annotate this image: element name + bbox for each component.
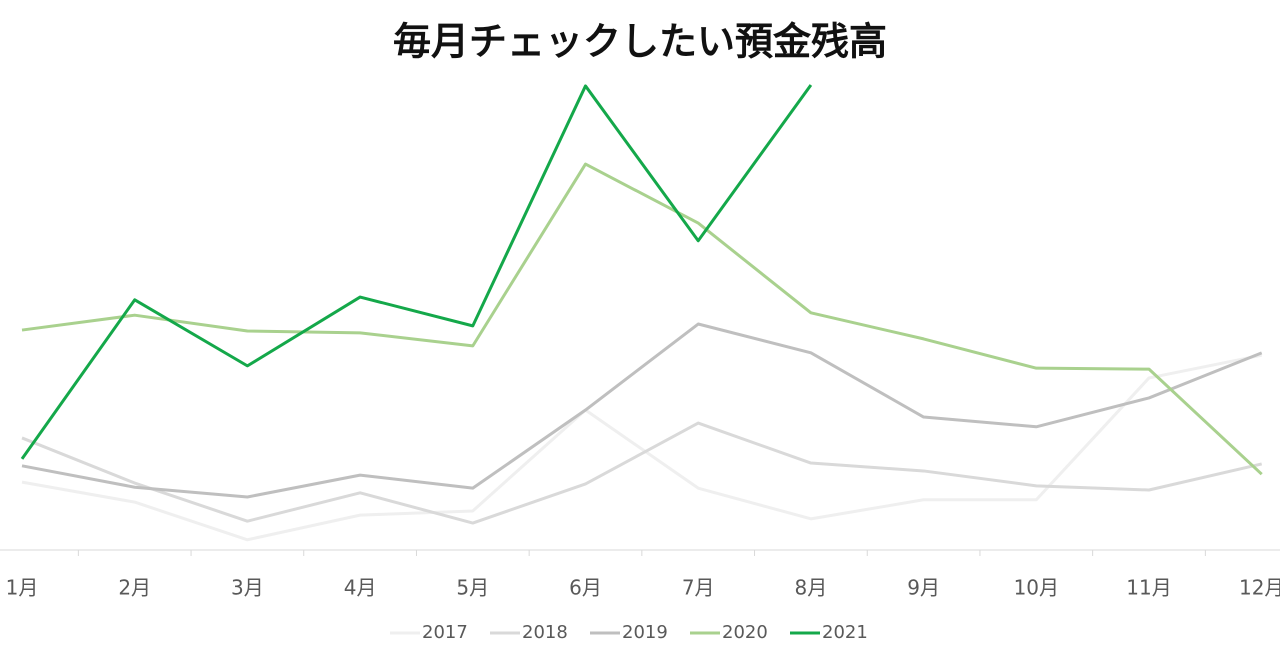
- x-tick-label: 9月: [907, 576, 940, 600]
- x-tick-label: 8月: [795, 576, 828, 600]
- x-tick-label: 1月: [6, 576, 39, 600]
- x-tick-label: 5月: [456, 576, 489, 600]
- x-tick-label: 6月: [569, 576, 602, 600]
- series-line: [21, 162, 1263, 476]
- x-tick-label: 12月: [1239, 576, 1280, 600]
- x-tick-label: 11月: [1126, 576, 1171, 600]
- legend-label: 2021: [822, 622, 868, 643]
- chart-title: 毎月チェックしたい預金残高: [393, 20, 887, 64]
- legend-label: 2017: [422, 622, 468, 643]
- series-line: [21, 421, 1263, 525]
- x-tick-label: 2月: [118, 576, 151, 600]
- legend-label: 2019: [622, 622, 668, 643]
- series-line: [21, 322, 1263, 499]
- x-tick-label: 3月: [231, 576, 264, 600]
- legend-label: 2018: [522, 622, 568, 643]
- legend-label: 2020: [722, 622, 768, 643]
- x-tick-label: 4月: [344, 576, 377, 600]
- series-line: [20, 84, 813, 460]
- x-tick-label: 7月: [682, 576, 715, 600]
- x-tick-label: 10月: [1014, 576, 1059, 600]
- series-line: [21, 353, 1262, 542]
